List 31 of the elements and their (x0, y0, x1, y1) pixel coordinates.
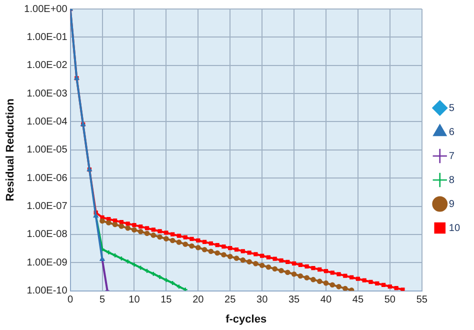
legend-label: 7 (448, 150, 455, 162)
y-tick-label: 1.00E-03 (26, 88, 68, 100)
y-tick-label: 1.00E-08 (26, 229, 68, 240)
x-tick-label: 10 (128, 294, 140, 306)
x-tick-label: 35 (288, 294, 300, 306)
legend-label: 6 (448, 126, 455, 138)
y-tick-label: 1.00E-07 (26, 201, 68, 212)
x-tick-label: 0 (68, 294, 74, 306)
x-tick-label: 20 (192, 294, 204, 306)
y-tick-label: 1.00E-01 (26, 32, 68, 43)
x-tick-label: 25 (224, 294, 236, 306)
x-axis-title: f-cycles (226, 313, 267, 326)
y-tick-label: 1.00E-09 (26, 257, 68, 268)
y-tick-label: 1.00E+00 (24, 4, 68, 15)
x-tick-label: 15 (160, 294, 172, 306)
y-tick-label: 1.00E-02 (26, 60, 68, 72)
x-tick-label: 40 (320, 294, 332, 306)
legend-label: 8 (448, 174, 455, 186)
x-tick-label: 5 (99, 294, 106, 306)
x-tick-label: 55 (416, 294, 428, 306)
x-tick-label: 50 (384, 294, 396, 306)
y-axis-title: Residual Reduction (4, 98, 17, 202)
legend-label: 5 (448, 102, 455, 114)
legend-label: 10 (448, 222, 460, 234)
y-tick-label: 1.00E-06 (26, 172, 68, 184)
legend-label: 9 (448, 198, 455, 210)
y-tick-label: 1.00E-04 (26, 116, 68, 128)
y-tick-label: 1.00E-10 (26, 286, 68, 297)
y-tick-label: 1.00E-05 (26, 144, 68, 156)
x-tick-label: 30 (256, 294, 268, 306)
x-tick-label: 45 (352, 294, 364, 306)
